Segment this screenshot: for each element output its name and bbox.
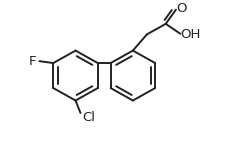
Text: F: F <box>29 55 36 68</box>
Text: Cl: Cl <box>82 111 95 124</box>
Text: OH: OH <box>180 28 200 41</box>
Text: O: O <box>177 2 187 15</box>
